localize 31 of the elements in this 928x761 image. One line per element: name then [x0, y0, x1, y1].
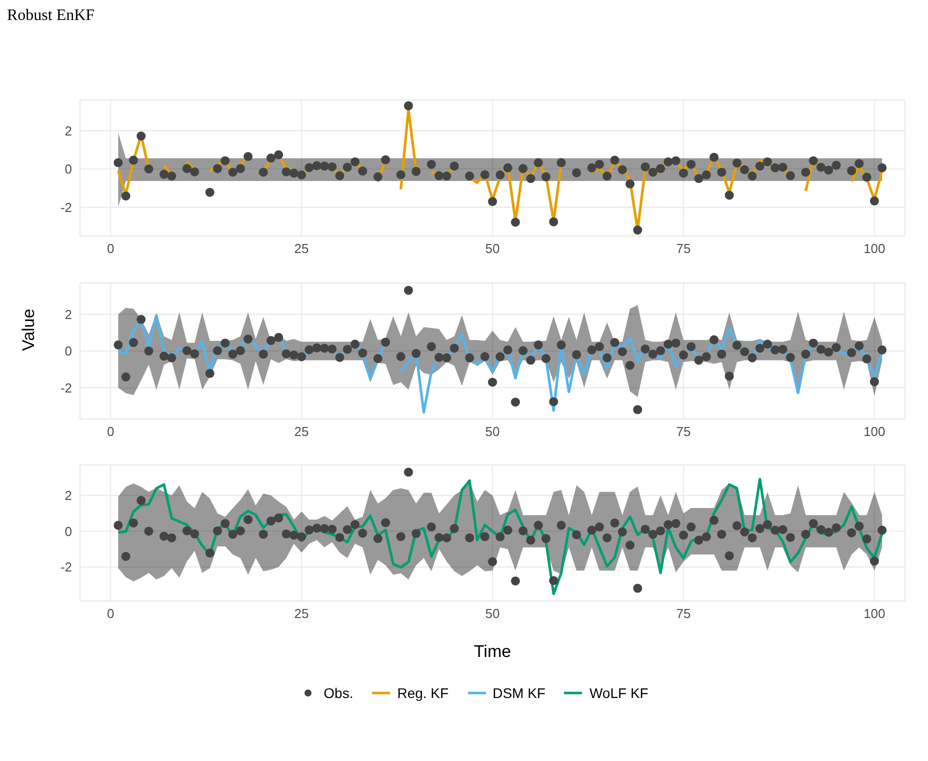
x-tick-label: 50: [485, 424, 500, 440]
y-axis-title: Value: [19, 308, 38, 351]
y-tick-label: 2: [64, 123, 72, 138]
x-tick-label: 0: [106, 606, 114, 622]
x-tick-label: 25: [294, 424, 309, 440]
y-tick-label: -2: [60, 200, 72, 215]
x-tick-label: 25: [294, 241, 309, 256]
x-tick-label: 25: [294, 606, 309, 622]
y-tick-label: -2: [60, 560, 72, 575]
x-tick-label: 100: [864, 606, 886, 622]
legend-label: Obs.: [324, 685, 354, 701]
y-tick-label: -2: [60, 380, 72, 396]
legend-label: DSM KF: [492, 685, 546, 701]
x-axis-title: Time: [474, 642, 512, 661]
x-tick-label: 100: [864, 241, 886, 256]
x-tick-label: 100: [864, 424, 886, 440]
y-tick-label: 2: [64, 488, 72, 504]
legend-label: WoLF KF: [589, 685, 648, 701]
x-tick-label: 50: [485, 241, 500, 256]
x-tick-label: 0: [106, 424, 114, 440]
x-tick-label: 75: [676, 606, 691, 622]
x-tick-label: 0: [106, 241, 114, 256]
x-tick-label: 50: [485, 606, 500, 622]
y-tick-label: 0: [64, 524, 72, 539]
y-tick-label: 0: [64, 344, 72, 359]
x-tick-label: 75: [676, 424, 691, 440]
legend-label: Reg. KF: [397, 685, 449, 701]
chart-title: Robust EnKF: [7, 7, 95, 25]
x-tick-label: 75: [676, 241, 691, 256]
y-tick-label: 2: [64, 306, 72, 322]
y-tick-label: 0: [64, 162, 72, 177]
